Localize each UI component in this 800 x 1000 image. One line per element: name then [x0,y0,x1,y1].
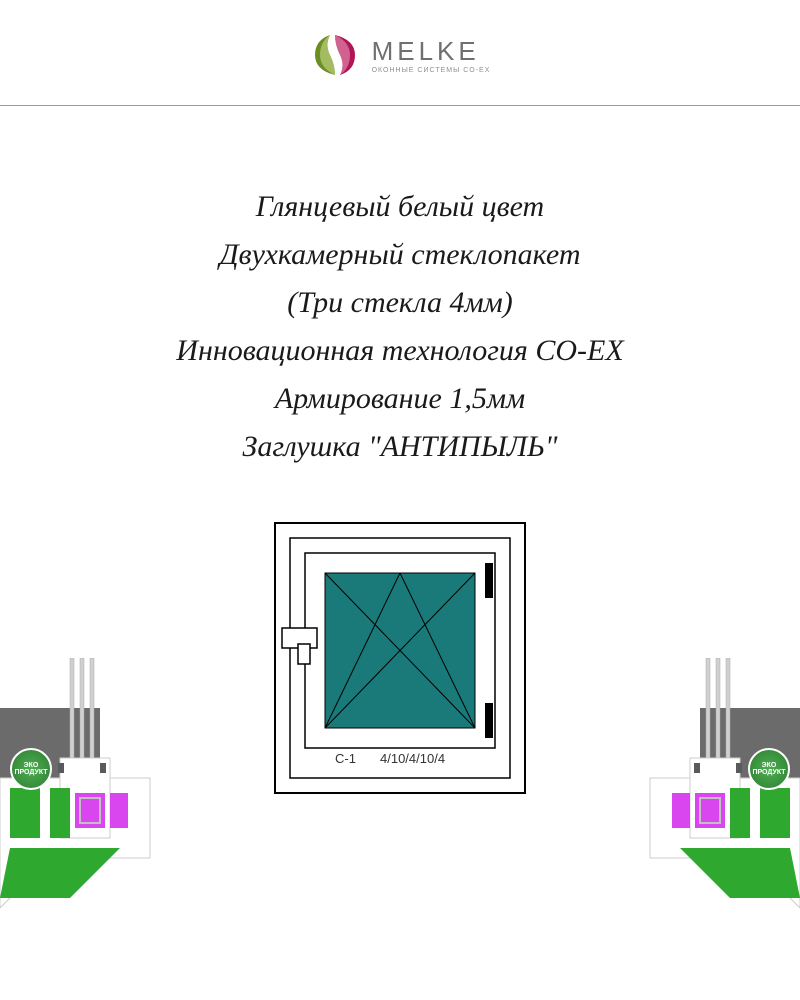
feature-glazing: Двухкамерный стеклопакет [40,238,760,272]
window-section: C-1 4/10/4/10/4 [0,508,800,908]
eco-badge-line2: ПРОДУКТ [14,769,47,776]
logo-container: MELKE ОКОННЫЕ СИСТЕМЫ CO-EX [310,30,491,80]
feature-color: Глянцевый белый цвет [40,190,760,224]
brand-text-block: MELKE ОКОННЫЕ СИСТЕМЫ CO-EX [372,36,491,74]
profile-cross-section-right: ЭКО ПРОДУКТ [620,658,800,908]
feature-technology: Инновационная технология CO-EX [40,334,760,368]
window-glazing-label: 4/10/4/10/4 [380,751,445,766]
window-diagram: C-1 4/10/4/10/4 [270,518,530,798]
eco-badge-line1: ЭКО [24,762,39,769]
window-model-label: C-1 [335,751,356,766]
header: MELKE ОКОННЫЕ СИСТЕМЫ CO-EX [0,0,800,105]
profile-cross-section-left: ЭКО ПРОДУКТ [0,658,180,908]
logo-swirl-icon [310,30,360,80]
brand-tagline: ОКОННЫЕ СИСТЕМЫ CO-EX [372,67,491,74]
eco-badge-line1: ЭКО [762,762,777,769]
feature-reinforcement: Армирование 1,5мм [40,382,760,416]
feature-glass-detail: (Три стекла 4мм) [40,286,760,320]
eco-badge-line2: ПРОДУКТ [752,769,785,776]
feature-cap: Заглушка "АНТИПЫЛЬ" [40,430,760,464]
eco-badge-left: ЭКО ПРОДУКТ [10,748,52,790]
brand-name: MELKE [372,36,480,67]
features-list: Глянцевый белый цвет Двухкамерный стекло… [0,106,800,508]
eco-badge-right: ЭКО ПРОДУКТ [748,748,790,790]
